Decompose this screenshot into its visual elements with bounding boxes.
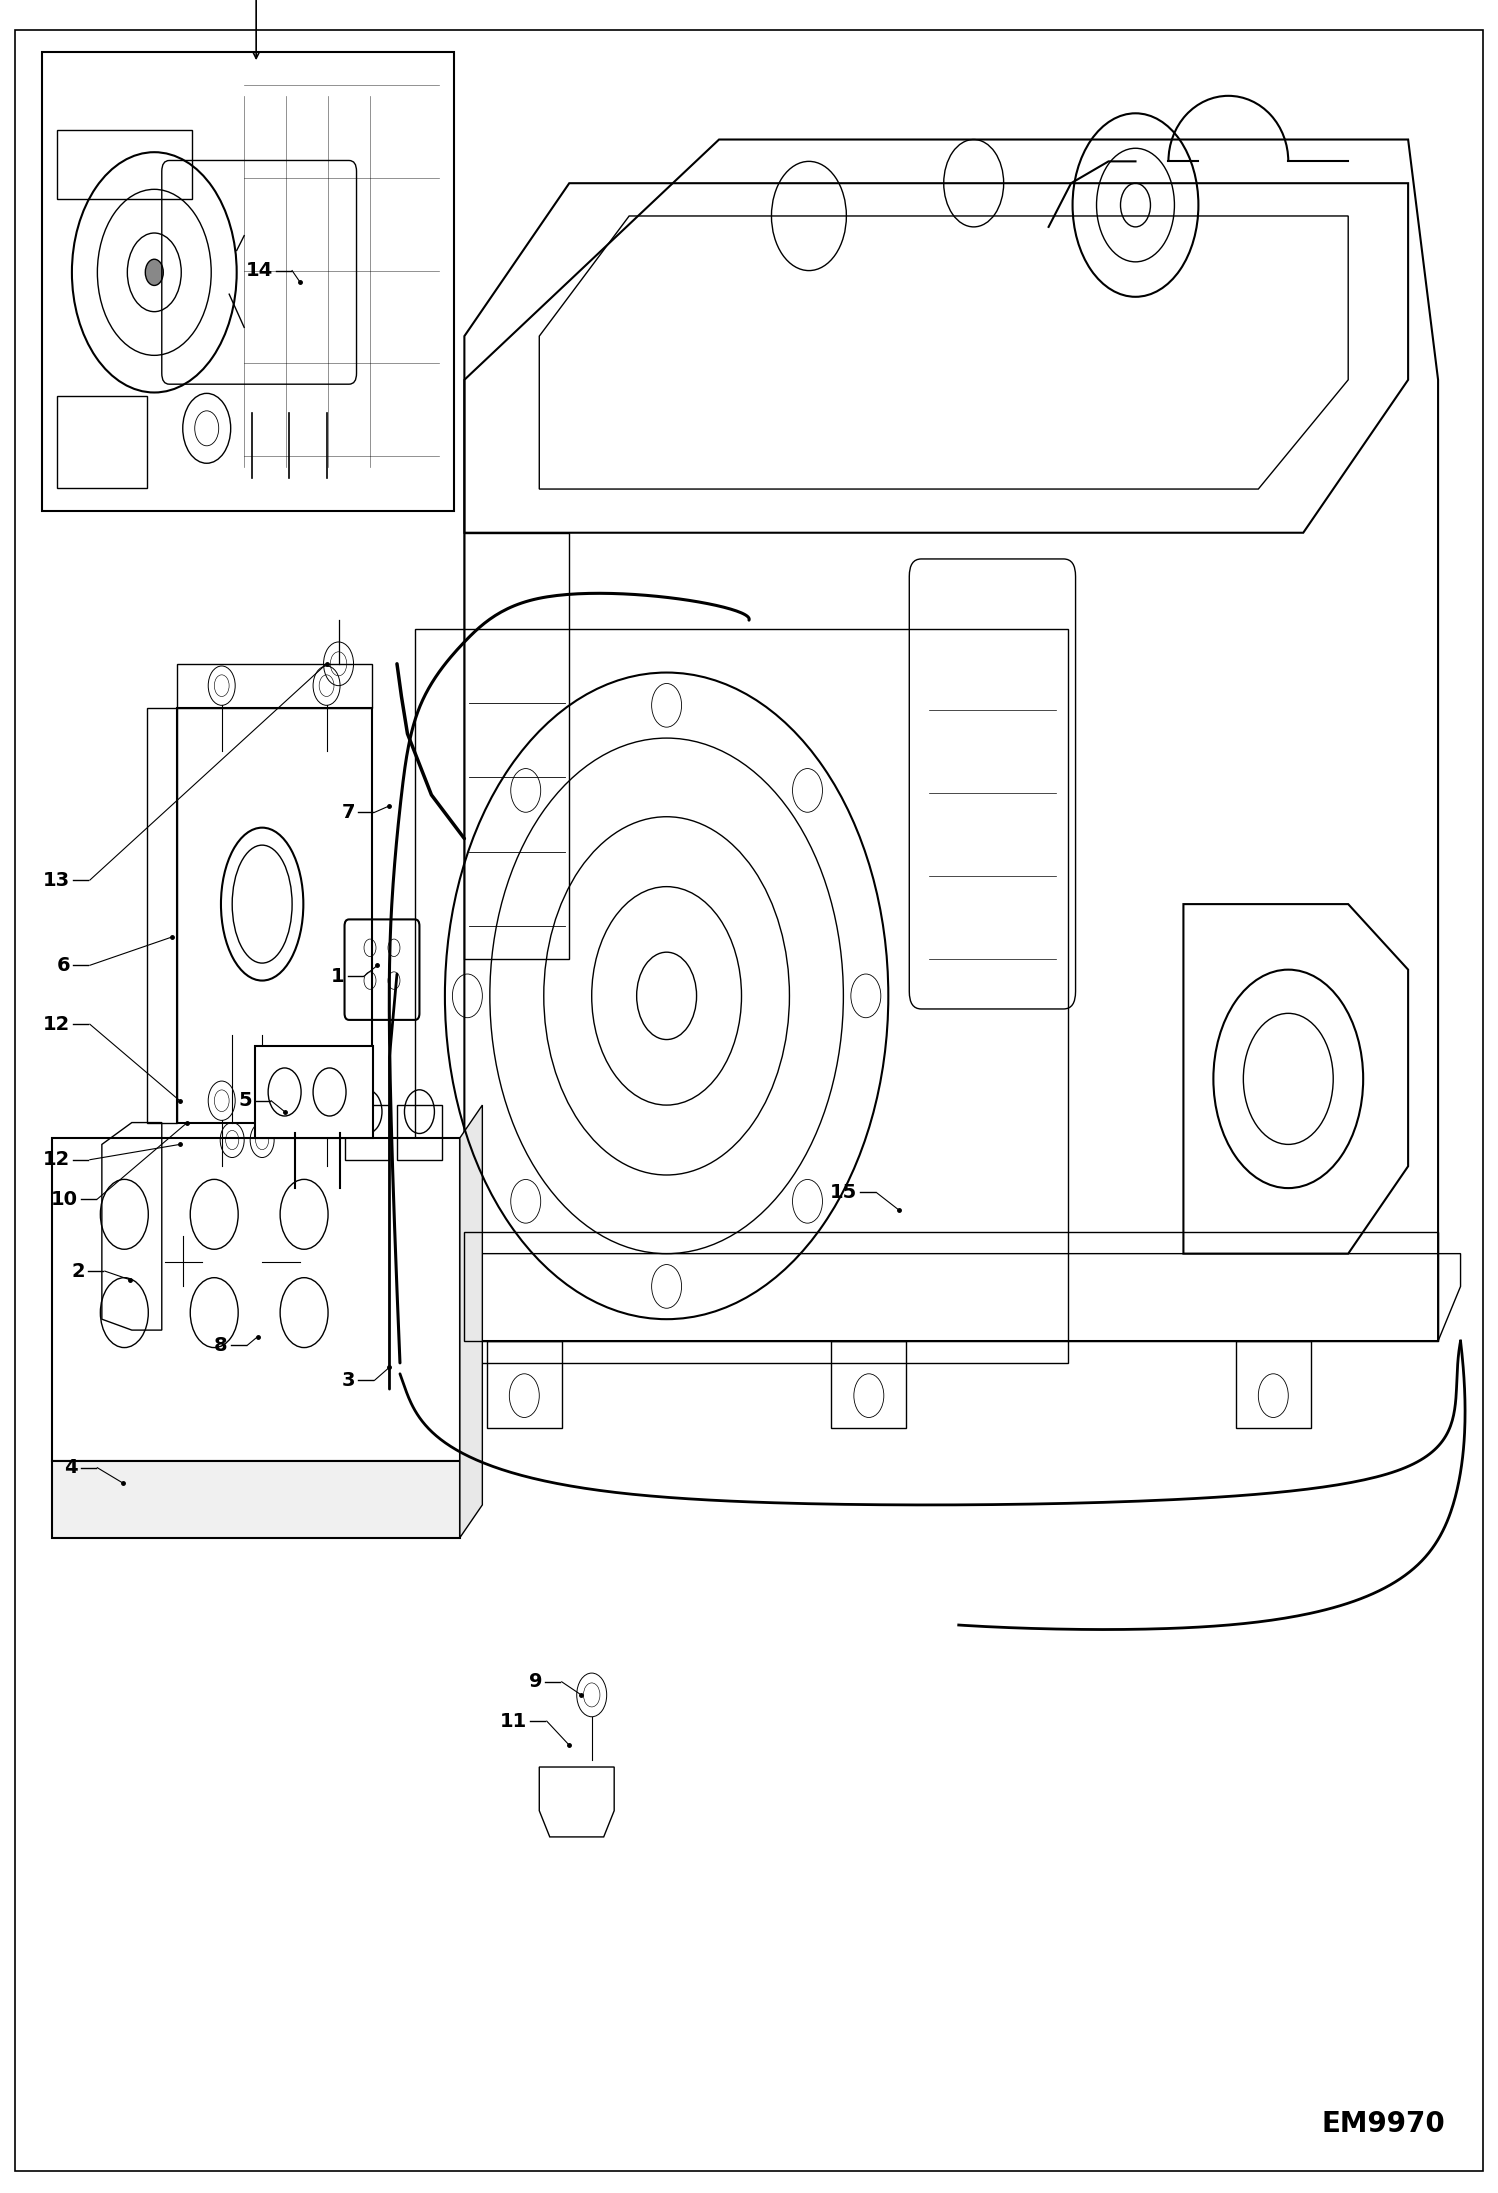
FancyBboxPatch shape bbox=[52, 1138, 460, 1461]
Text: 6: 6 bbox=[57, 956, 70, 974]
Polygon shape bbox=[460, 1105, 482, 1537]
Text: 7: 7 bbox=[342, 803, 355, 822]
Circle shape bbox=[145, 259, 163, 285]
Text: 10: 10 bbox=[51, 1189, 78, 1208]
Text: 9: 9 bbox=[529, 1673, 542, 1691]
Text: 11: 11 bbox=[500, 1711, 527, 1730]
Bar bbox=[42, 53, 454, 511]
Text: 12: 12 bbox=[43, 1149, 70, 1169]
Text: 3: 3 bbox=[342, 1371, 355, 1390]
Polygon shape bbox=[52, 1461, 460, 1537]
Text: 14: 14 bbox=[246, 261, 273, 281]
Text: 8: 8 bbox=[214, 1336, 228, 1355]
FancyBboxPatch shape bbox=[255, 1046, 373, 1138]
Text: 15: 15 bbox=[830, 1182, 857, 1202]
Text: 2: 2 bbox=[72, 1261, 85, 1281]
Text: 4: 4 bbox=[64, 1458, 78, 1478]
Text: EM9970: EM9970 bbox=[1321, 2110, 1446, 2138]
Text: 1: 1 bbox=[331, 967, 345, 985]
Text: 5: 5 bbox=[238, 1092, 252, 1110]
Text: 13: 13 bbox=[43, 871, 70, 890]
Text: 12: 12 bbox=[43, 1015, 70, 1033]
